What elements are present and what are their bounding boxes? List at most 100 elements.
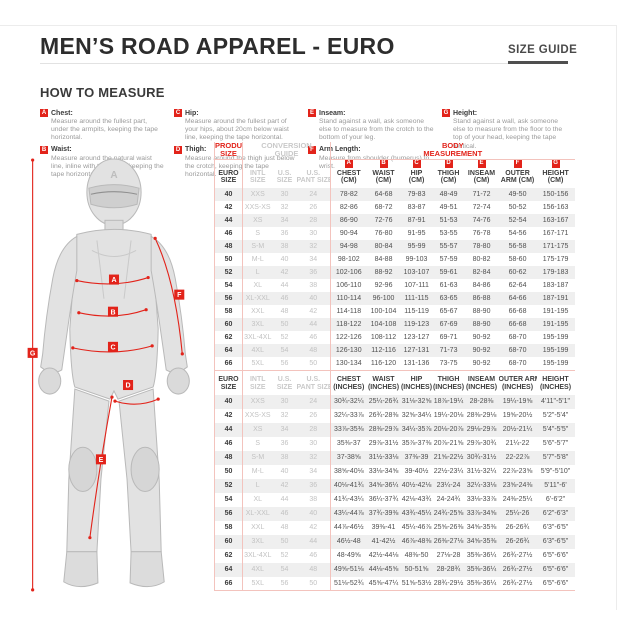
column-header-height-in: HEIGHT (INCHES) (536, 370, 575, 395)
measurement-cell: 150-156 (542, 191, 569, 198)
measurement-cell: 88-90 (472, 308, 491, 315)
column-header-euro-0: EURO SIZE (214, 370, 243, 395)
euro-size-cell: 58 (214, 305, 243, 318)
measurement-cell: 187-191 (542, 295, 569, 302)
euro-size-cell: 60 (214, 318, 243, 331)
measurement-cell: 167-171 (542, 230, 569, 237)
column-header-chest-in: CHEST (INCHES) (330, 370, 367, 395)
measurement-cell: 6'-6'2" (545, 496, 566, 503)
size-row-66-in: 66 5XL 56 50 51⅛-52¾ 45⅝-47¼ 51⅝-53½ 28¾-29½ 35⅜… (214, 576, 575, 591)
measurement-cell: 34¼-35⅞ (401, 426, 432, 433)
size-row-52-cm: 52 L 42 36 102-106 88-92 103-107 59-61 82-84 60-6… (214, 266, 575, 279)
measure-description: Stand against a wall, ask someone else t… (319, 118, 434, 142)
measurement-cell: 19¼-20⅛ (433, 412, 464, 419)
us-pant-size-cell: 50 (309, 360, 318, 367)
header-line: HIP (410, 376, 423, 384)
intl-size-cell: 3XL-4XL (244, 552, 272, 559)
intl-size-cell: M-L (251, 468, 264, 475)
intl-size-cell: S (255, 230, 261, 237)
column-letter-badge-e: E (477, 159, 486, 168)
measure-instruction-head: D Thigh: (174, 145, 300, 154)
measurement-cell: 51⅝-53½ (401, 579, 432, 587)
measurement-cell: 22-22⅞ (505, 454, 530, 461)
left-knee-pad (68, 446, 98, 492)
cm-column-header-row: EURO SIZE INTL SIZE U.S. SIZE U.S. PANT SIZE A CH… (214, 159, 575, 188)
us-size-cell: 38 (280, 243, 289, 250)
measure-description: Measure around the fullest part of your … (185, 118, 289, 142)
euro-size-cell: 40 (214, 188, 243, 201)
size-guide-label: SIZE GUIDE (508, 44, 578, 56)
figure-label-f-box (174, 289, 185, 300)
euro-size-cell: 56 (214, 292, 243, 305)
euro-size-cell: 64 (214, 344, 243, 357)
euro-size-cell: 44 (214, 422, 243, 437)
measurement-cell: 4'11"-5'1" (541, 398, 570, 405)
measurement-cell: 76-80 (374, 230, 393, 237)
size-row-42-cm: 42 XXS-XS 32 26 82-86 68-72 83-87 49-51 72-74 50-… (214, 201, 575, 214)
euro-size-cell: 52 (214, 478, 243, 493)
size-guide-underline (508, 61, 568, 64)
frame-right-border (616, 25, 617, 610)
measurement-cell: 48-49 (439, 191, 458, 198)
measurement-cell: 94-98 (330, 240, 367, 253)
euro-size-cell: 40 (214, 394, 243, 409)
measurement-cell: 6'3"-6'5" (542, 538, 569, 545)
measurement-cell: 26¾-27½ (502, 579, 533, 587)
measurement-cell: 107-111 (404, 282, 429, 289)
measurement-cell: 30¾-32¼ (330, 394, 367, 409)
measurement-cell: 50-52 (508, 204, 527, 211)
us-size-cell: 40 (280, 256, 289, 263)
suit-seams (91, 240, 137, 299)
size-row-46-in: 46 S 36 30 35⅜-37 29⅞-31½ 35⅞-37⅜ 20⅞-21⅝ 29⅞-30… (214, 436, 575, 451)
measurement-cell: 54-56 (508, 230, 527, 237)
measurement-cell: 175-179 (542, 256, 569, 263)
measurement-cell: 29⅛-29⅞ (466, 426, 497, 433)
intl-size-cell: 5XL (251, 579, 264, 587)
column-letter-badge-g: G (551, 159, 560, 168)
measurement-cell: 43¾-45¼ (401, 510, 432, 517)
measurement-cell: 19¼-19⅝ (502, 398, 533, 405)
measurement-cell: 5'4"-5'5" (542, 426, 569, 433)
measurement-cell: 25⅝-26⅜ (433, 524, 464, 531)
measurement-cell: 35⅜-37 (330, 436, 367, 451)
measurement-cell: 90-92 (472, 347, 491, 354)
measurement-cell: 33⅛-34⅝ (368, 468, 399, 475)
measurement-line-endpoints (31, 158, 184, 592)
measurement-cell: 72-74 (472, 204, 491, 211)
measurement-cell: 64-68 (374, 191, 393, 198)
measurement-cell: 195-199 (542, 360, 569, 367)
header-line: INSEAM (467, 376, 496, 384)
measurement-cell: 44⅞-46½ (330, 520, 367, 535)
header-line: MEASUREMENT (423, 149, 483, 158)
column-header-hip-cm: C HIP (CM) (401, 159, 433, 188)
measurement-cell: 55-57 (439, 243, 458, 250)
letter-badge-g: G (442, 109, 450, 117)
intl-size-cell: XXL (251, 308, 265, 315)
header-line: EURO (218, 376, 239, 384)
euro-size-cell: 42 (214, 201, 243, 214)
letter-badge-e: E (308, 109, 316, 117)
measurement-cell: 34⅝-36¼ (368, 482, 399, 489)
us-pant-size-cell: 34 (309, 256, 318, 263)
mannequin-svg: A A (27, 158, 190, 592)
us-size-cell: 48 (280, 308, 289, 315)
helmet-logo: A (110, 170, 117, 181)
measurement-cell: 23¼-24 (436, 482, 461, 489)
us-pant-size-cell: 40 (309, 295, 318, 302)
measurement-cell: 53-55 (439, 230, 458, 237)
header-line: (INCHES) (501, 383, 534, 391)
us-pant-size-cell: 36 (309, 482, 318, 489)
measurement-cell: 31½-32¼ (466, 468, 497, 475)
size-table-cm: PRODUCTSIZECONVERSIONGUIDEBODYMEASUREMEN… (214, 142, 575, 370)
euro-size-cell: 46 (214, 227, 243, 240)
header-line: U.S. (306, 376, 321, 384)
measurement-cell: 26¾-28⅜ (368, 412, 399, 419)
measurement-cell: 27⅛-28 (436, 552, 461, 559)
product-size-group-header: PRODUCTSIZE (214, 142, 243, 160)
header-line: (INCHES) (400, 383, 433, 391)
us-size-cell: 56 (280, 360, 289, 367)
header-line: OUTER (505, 169, 530, 177)
us-pant-size-cell: 38 (309, 282, 318, 289)
in-column-header-row: EURO SIZE INTL SIZE U.S. SIZE U.S. PANT SIZE CHE… (214, 370, 575, 395)
size-row-60-cm: 60 3XL 50 44 118-122 104-108 119-123 67-69 88-90… (214, 318, 575, 331)
